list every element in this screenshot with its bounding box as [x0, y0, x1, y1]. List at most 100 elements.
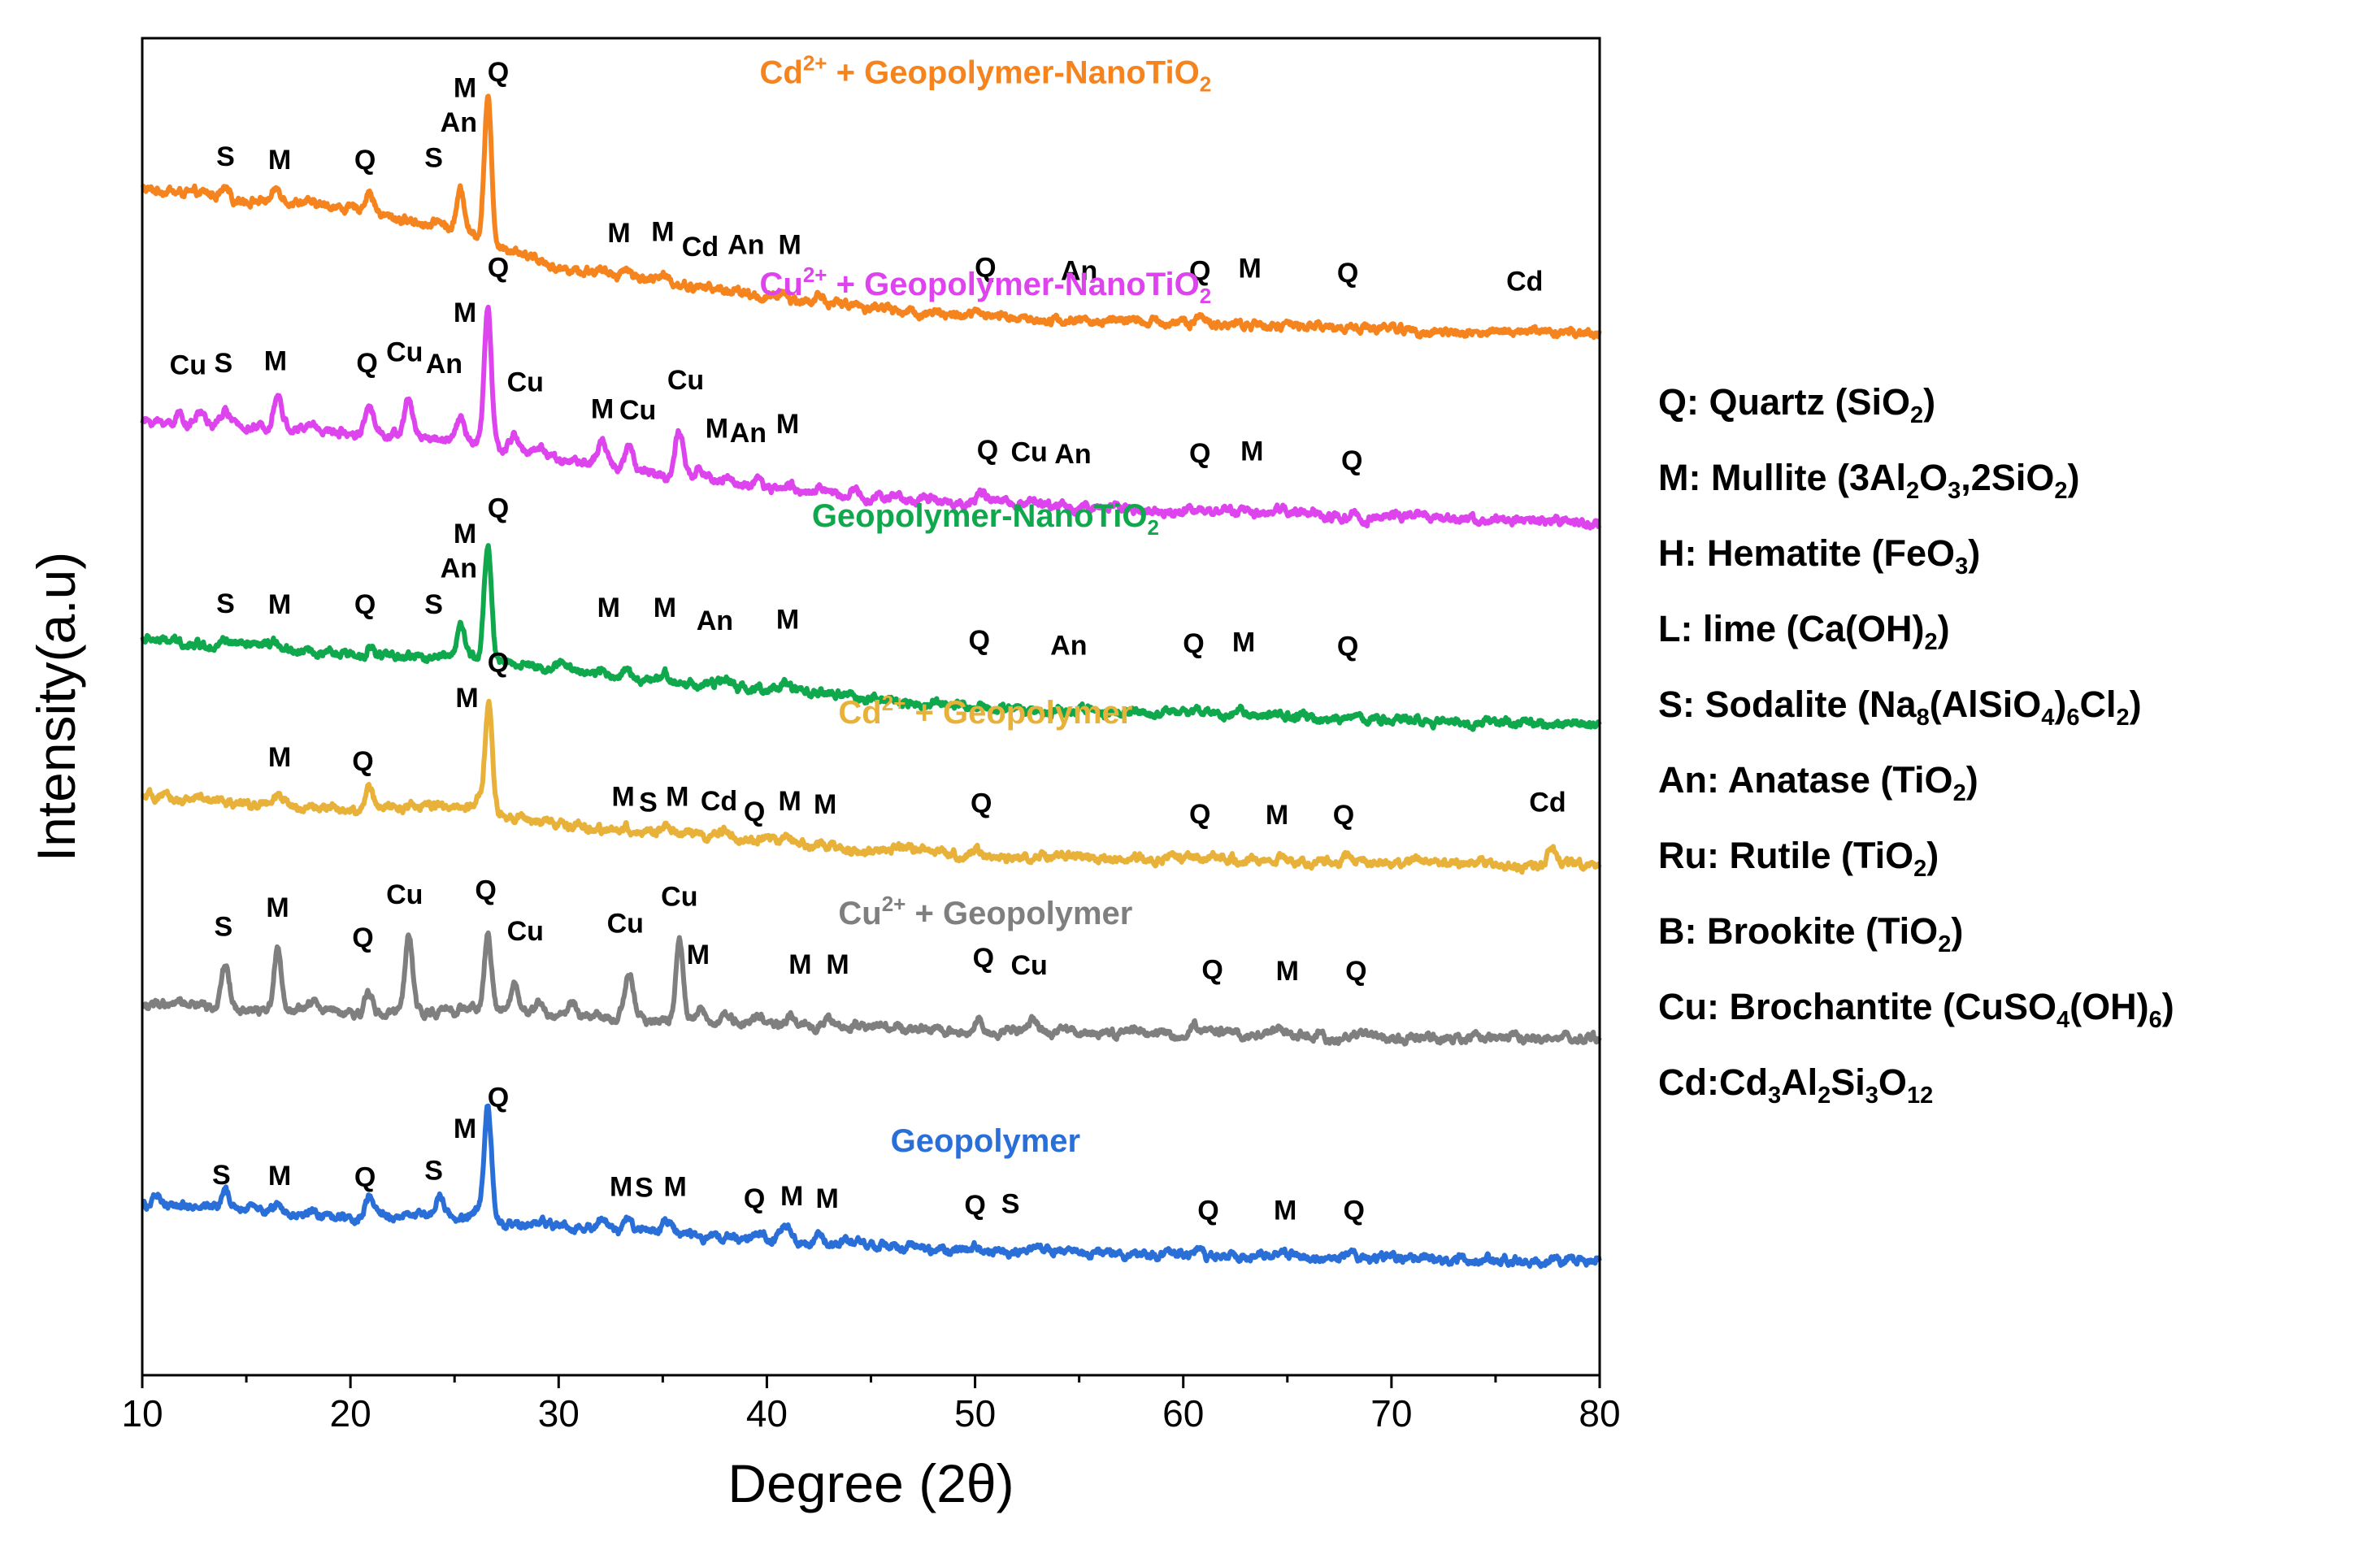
peak-label: M — [454, 519, 476, 549]
peak-label: Q — [744, 1183, 765, 1214]
peak-label: M — [651, 217, 674, 248]
legend-text: S: Sodalite (Na — [1658, 684, 1917, 725]
legend-subscript: 6 — [2149, 1007, 2162, 1033]
peak-label: M — [778, 230, 801, 261]
peak-label: Q — [1197, 1195, 1218, 1226]
peak-label: An — [730, 418, 767, 449]
series-label-charge: 2+ — [882, 892, 906, 916]
peak-label: M — [1240, 436, 1263, 467]
series-label-name: + Geopolymer — [906, 695, 1132, 731]
legend-text: ) — [2162, 986, 2174, 1027]
peak-label: Q — [964, 1190, 985, 1221]
peak-label: M — [776, 605, 799, 636]
peak-label-group: Cd2+ + Geopolymer-NanoTiO2S M Q SAnMQM M Cd An… — [170, 50, 1566, 1226]
peak-label: M — [778, 786, 801, 817]
peak-label: An — [441, 553, 477, 584]
peak-label: Cd — [701, 786, 737, 817]
peak-label: Q — [1201, 954, 1223, 985]
peak-label: An — [697, 606, 733, 636]
legend-text: ) — [2130, 684, 2142, 725]
peak-label: M — [687, 940, 710, 970]
peak-label: M — [706, 414, 728, 445]
peak-label: Q — [488, 252, 509, 283]
legend-subscript: 2 — [1925, 629, 1938, 655]
peak-label: M — [1266, 800, 1288, 831]
peak-label: S — [639, 787, 658, 818]
legend-entry: M: Mullite (3Al2O3,2SiO2) — [1658, 454, 2373, 529]
peak-label: Q — [1337, 258, 1358, 289]
legend-text: An: Anatase (TiO — [1658, 759, 1953, 801]
legend-text: ) — [2054, 684, 2066, 725]
legend-text: ) — [1966, 759, 1978, 801]
legend-subscript: 3 — [1865, 1083, 1878, 1109]
peak-label: Cd — [1506, 267, 1543, 297]
series-label-ion: Cu — [760, 267, 803, 302]
peak-label: Q — [1183, 628, 1204, 659]
legend-text: H: Hematite (FeO — [1658, 532, 1955, 574]
peak-label: M — [454, 297, 476, 328]
peak-label: M — [1276, 956, 1299, 987]
series-line-1 — [142, 307, 1600, 528]
peak-label: Q — [488, 648, 509, 679]
peak-label: Q — [973, 943, 994, 974]
peak-label: M — [268, 742, 291, 773]
legend-text: Al — [1781, 1061, 1818, 1103]
peak-label: M — [591, 394, 614, 425]
series-label-subscript: 2 — [1200, 72, 1211, 96]
peak-label: Cu — [507, 367, 544, 398]
series-label: Cu2+ + Geopolymer — [838, 892, 1132, 931]
peak-label: S — [215, 348, 233, 379]
series-label: Cd2+ + Geopolymer-NanoTiO2 — [760, 50, 1212, 96]
series-label: Cu2+ + Geopolymer-NanoTiO2 — [760, 263, 1212, 308]
legend-text: ) — [1951, 910, 1963, 952]
legend-text: ) — [2067, 457, 2079, 498]
peak-label: S — [215, 912, 233, 943]
legend-text: Q: Quartz (SiO — [1658, 381, 1910, 423]
series-label-charge: 2+ — [803, 263, 827, 287]
peak-label: S — [212, 1160, 231, 1191]
peak-label: Q — [744, 797, 765, 827]
x-axis-title: Degree (2θ) — [727, 1453, 1014, 1513]
peak-label: Q — [354, 1161, 376, 1192]
peak-label: Q — [488, 493, 509, 523]
x-tick-label: 20 — [330, 1392, 371, 1435]
peak-label: Q — [1344, 1195, 1365, 1226]
peak-label: S — [635, 1173, 654, 1204]
peak-label: Cd — [682, 232, 719, 263]
series-label-charge: 2+ — [882, 691, 906, 715]
series-label-ion: Cd — [838, 695, 881, 731]
peak-label: M — [597, 593, 620, 623]
peak-label: M — [268, 589, 291, 620]
peak-label: An — [1050, 630, 1087, 661]
peak-label: Q — [488, 57, 509, 88]
phase-legend: Q: Quartz (SiO2) M: Mullite (3Al2O3,2SiO2… — [1658, 378, 2373, 1134]
peak-label: Cu — [1011, 437, 1048, 468]
peak-label: Q — [1189, 438, 1210, 469]
legend-text: O — [1919, 457, 1948, 498]
peak-label: M — [454, 73, 476, 104]
legend-entry: L: lime (Ca(OH)2) — [1658, 605, 2373, 680]
peak-label: M — [455, 683, 478, 714]
legend-subscript: 2 — [1938, 931, 1951, 957]
series-label: Geopolymer — [891, 1123, 1080, 1159]
peak-label: Q — [475, 875, 496, 906]
series-label-ion: Cd — [760, 54, 803, 90]
peak-label: Q — [971, 788, 992, 819]
peak-label: M — [788, 949, 811, 980]
legend-subscript: 4 — [2056, 1007, 2069, 1033]
legend-entry: Cu: Brochantite (CuSO4(OH)6) — [1658, 983, 2373, 1058]
series-label: Cd2+ + Geopolymer — [838, 691, 1132, 731]
peak-label: Cu — [667, 365, 704, 396]
legend-text: B: Brookite (TiO — [1658, 910, 1938, 952]
peak-label: Cu — [607, 909, 644, 940]
peak-label: M — [1232, 627, 1255, 658]
peak-label: An — [441, 107, 477, 138]
peak-label: S — [424, 1156, 443, 1187]
series-label-ion: Cu — [838, 896, 881, 931]
legend-text: Cu: Brochantite (CuSO — [1658, 986, 2056, 1027]
legend-subscript: 3 — [1948, 478, 1961, 504]
legend-text: (OH) — [2069, 986, 2148, 1027]
series-label-charge: 2+ — [803, 50, 827, 75]
legend-subscript: 2 — [2117, 705, 2130, 731]
series-label-name: + Geopolymer-NanoTiO — [827, 54, 1200, 90]
